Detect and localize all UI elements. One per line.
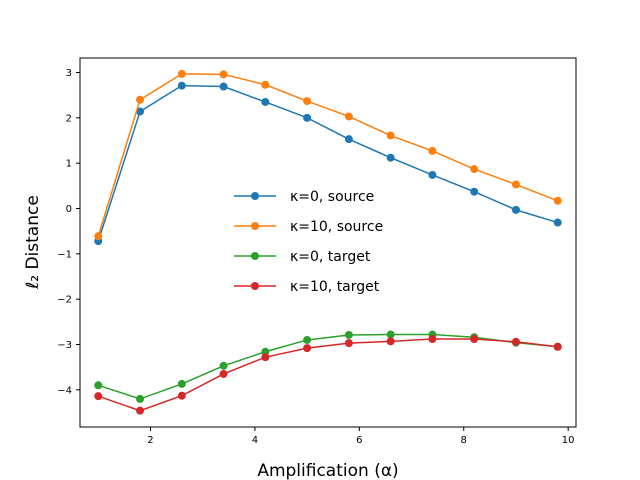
y-axis-label: ℓ₂ Distance (23, 195, 43, 290)
x-tick-label: 8 (461, 435, 467, 446)
data-point (94, 381, 103, 390)
y-tick-label: −2 (57, 295, 72, 306)
data-point (511, 337, 520, 346)
y-tick-label: 2 (66, 113, 72, 124)
data-point (386, 153, 395, 162)
legend-label: κ=0, source (290, 189, 374, 205)
legend-label: κ=0, target (290, 249, 371, 265)
data-point (136, 107, 145, 116)
y-tick-label: 0 (66, 204, 72, 215)
series-line (97, 73, 558, 237)
legend-marker (251, 282, 259, 290)
data-point (553, 196, 562, 205)
series-1 (94, 69, 562, 241)
legend-label: κ=10, target (290, 279, 380, 295)
data-point (261, 97, 270, 106)
x-tick-label: 4 (252, 435, 258, 446)
y-tick-label: −3 (57, 340, 72, 351)
data-point (219, 361, 228, 370)
series-line (97, 84, 558, 242)
data-point (303, 335, 312, 344)
data-point (511, 205, 520, 214)
data-point (470, 335, 479, 344)
legend-entry: κ=0, target (234, 249, 371, 265)
legend-marker (251, 222, 259, 230)
series-0 (94, 81, 562, 246)
data-point (303, 113, 312, 122)
data-point (344, 112, 353, 121)
plot-frame (79, 57, 577, 428)
legend: κ=0, source κ=10, source κ=0, target κ=10, … (234, 189, 383, 295)
data-point (428, 146, 437, 155)
data-point (177, 391, 186, 400)
data-point (136, 95, 145, 104)
data-point (470, 165, 479, 174)
data-point (344, 339, 353, 348)
data-point (386, 330, 395, 339)
data-point (428, 335, 437, 344)
data-point (553, 342, 562, 351)
data-point (177, 81, 186, 90)
data-point (303, 344, 312, 353)
data-point (136, 394, 145, 403)
data-point (386, 337, 395, 346)
data-point (511, 180, 520, 189)
data-point (219, 369, 228, 378)
series-line (98, 333, 558, 400)
legend-entry: κ=0, source (234, 189, 374, 205)
legend-label: κ=10, source (290, 219, 383, 235)
y-tick-label: 3 (66, 68, 72, 79)
data-point (428, 170, 437, 179)
data-point (177, 69, 186, 78)
x-tick-label: 10 (562, 435, 575, 446)
data-point (94, 232, 103, 241)
data-point (303, 97, 312, 106)
data-point (261, 80, 270, 89)
series-lines (94, 69, 562, 415)
x-tick-label: 2 (147, 435, 153, 446)
legend-entry: κ=10, target (234, 279, 380, 295)
data-point (94, 392, 103, 401)
series-3 (94, 335, 562, 415)
x-tick-label: 6 (356, 435, 362, 446)
data-point (386, 131, 395, 140)
y-tick-label: −1 (57, 249, 72, 260)
legend-marker (251, 252, 259, 260)
data-point (177, 379, 186, 388)
data-point (344, 135, 353, 144)
series-2 (94, 330, 562, 403)
data-point (470, 187, 479, 196)
x-axis-label: Amplification (α) (257, 461, 398, 480)
series-line (98, 338, 558, 412)
y-tick-label: −4 (57, 385, 72, 396)
data-point (261, 353, 270, 362)
legend-marker (251, 192, 259, 200)
axis-ticks: 2 4 6 8 10 −4 −3 −2 −1 0 1 2 3 (57, 68, 574, 446)
data-point (219, 82, 228, 91)
data-point (344, 330, 353, 339)
y-tick-label: 1 (66, 159, 72, 170)
data-point (136, 406, 145, 415)
data-point (553, 218, 562, 227)
data-point (219, 70, 228, 79)
legend-entry: κ=10, source (234, 219, 383, 235)
